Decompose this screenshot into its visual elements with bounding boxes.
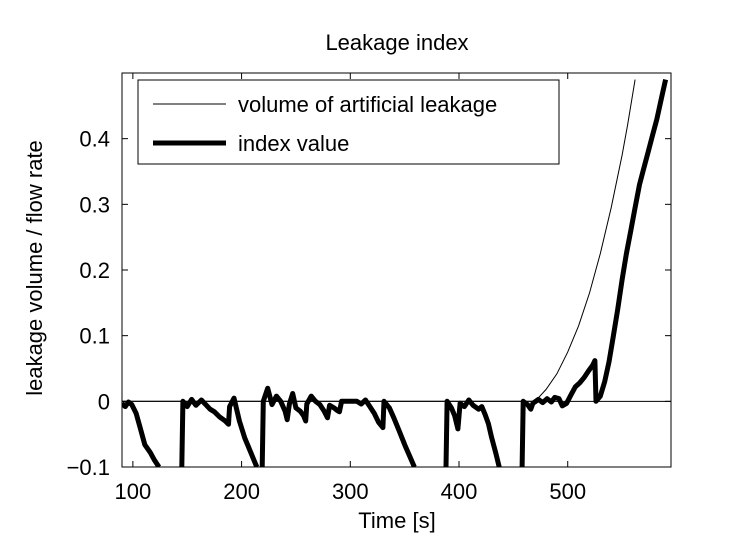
series-index-value-line (259, 385, 417, 467)
y-tick-label: −0.1 (67, 455, 110, 480)
y-tick-label: 0.4 (79, 127, 110, 152)
x-ticks: 100 200 300 400 500 (115, 73, 586, 504)
legend-box (137, 79, 560, 165)
y-tick-label: 0.2 (79, 258, 110, 283)
x-tick-label: 100 (115, 479, 152, 504)
legend-label-artificial-leakage: volume of artificial leakage (238, 92, 497, 117)
series-index-value-line (122, 399, 162, 467)
y-tick-label: 0.3 (79, 192, 110, 217)
x-tick-label: 200 (223, 479, 260, 504)
series-index-value-line (519, 79, 669, 467)
series-index-value-line (443, 397, 502, 467)
plot-area: 100 200 300 400 500 −0.1 0 0.1 0.2 0.3 0.4 (67, 72, 672, 504)
y-tick-label: 0 (98, 389, 110, 414)
chart-title: Leakage index (325, 30, 468, 55)
series-index-value-line (179, 395, 260, 467)
x-axis-label: Time [s] (358, 508, 435, 533)
legend: volume of artificial leakage index value (137, 79, 560, 165)
y-axis-label: leakage volume / flow rate (22, 140, 47, 396)
series-layer (122, 79, 669, 467)
y-tick-label: 0.1 (79, 324, 110, 349)
y-ticks: −0.1 0 0.1 0.2 0.3 0.4 (67, 127, 671, 480)
x-tick-label: 300 (332, 479, 369, 504)
x-tick-label: 400 (441, 479, 478, 504)
legend-label-index-value: index value (238, 131, 349, 156)
series-artificial-leakage-line (122, 79, 636, 402)
x-tick-label: 500 (549, 479, 586, 504)
